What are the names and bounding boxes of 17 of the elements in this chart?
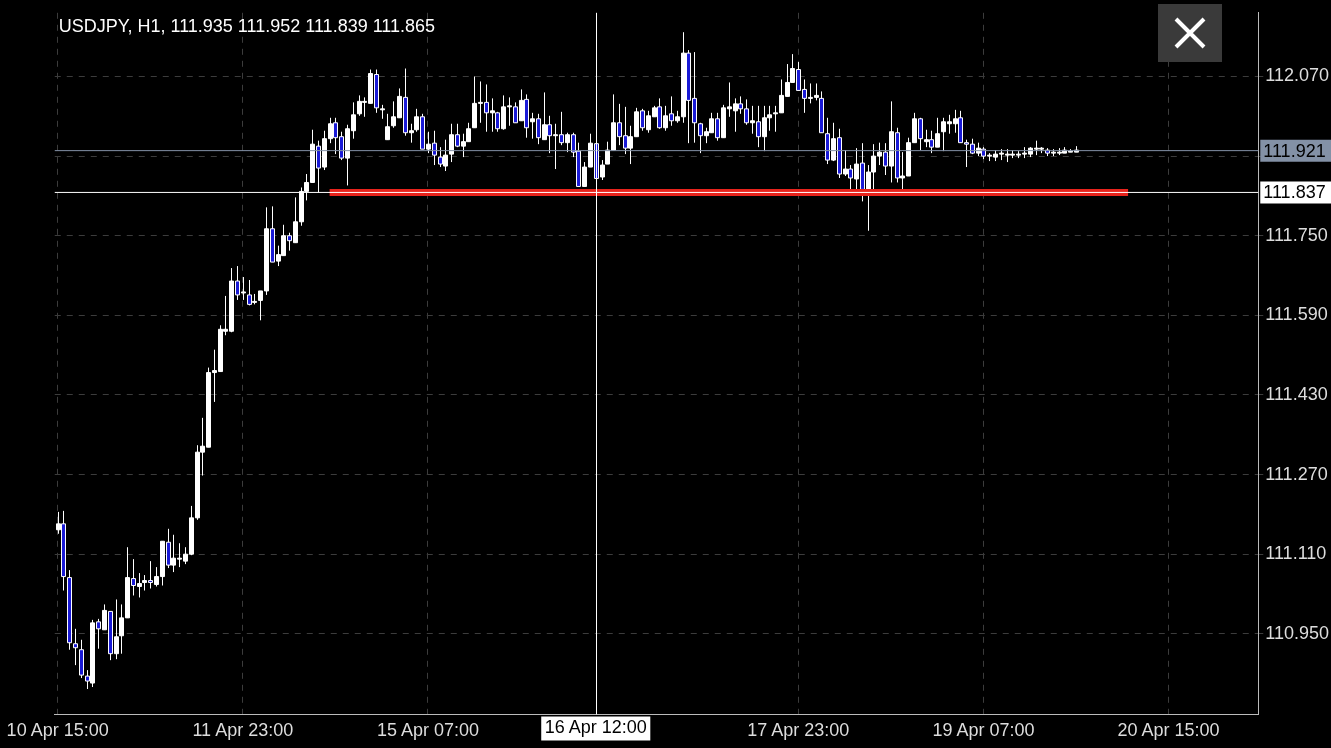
y-tick-label: 110.950 <box>1265 622 1329 643</box>
y-tick-label: 111.590 <box>1265 304 1328 325</box>
x-tick-label: 10 Apr 15:00 <box>6 720 109 741</box>
x-tick-label: 11 Apr 23:00 <box>192 720 294 741</box>
x-tick-label: 20 Apr 15:00 <box>1117 720 1220 741</box>
y-tick-label: 111.750 <box>1265 224 1328 245</box>
chart-title: USDJPY, H1, 111.935 111.952 111.839 111.865 <box>58 15 436 36</box>
ref-line-label: 111.837 <box>1263 182 1326 203</box>
ref-line-label: 111.921 <box>1263 140 1326 161</box>
y-tick-label: 111.270 <box>1265 463 1328 484</box>
x-tick-label: 17 Apr 23:00 <box>747 720 850 741</box>
y-tick-label: 111.430 <box>1265 383 1328 404</box>
y-tick-label: 112.070 <box>1265 65 1329 86</box>
x-tick-label: 16 Apr 12:00 <box>544 717 647 738</box>
x-tick-label: 19 Apr 07:00 <box>932 720 1035 741</box>
x-tick-label: 15 Apr 07:00 <box>376 720 480 741</box>
y-tick-label: 111.110 <box>1265 543 1327 564</box>
